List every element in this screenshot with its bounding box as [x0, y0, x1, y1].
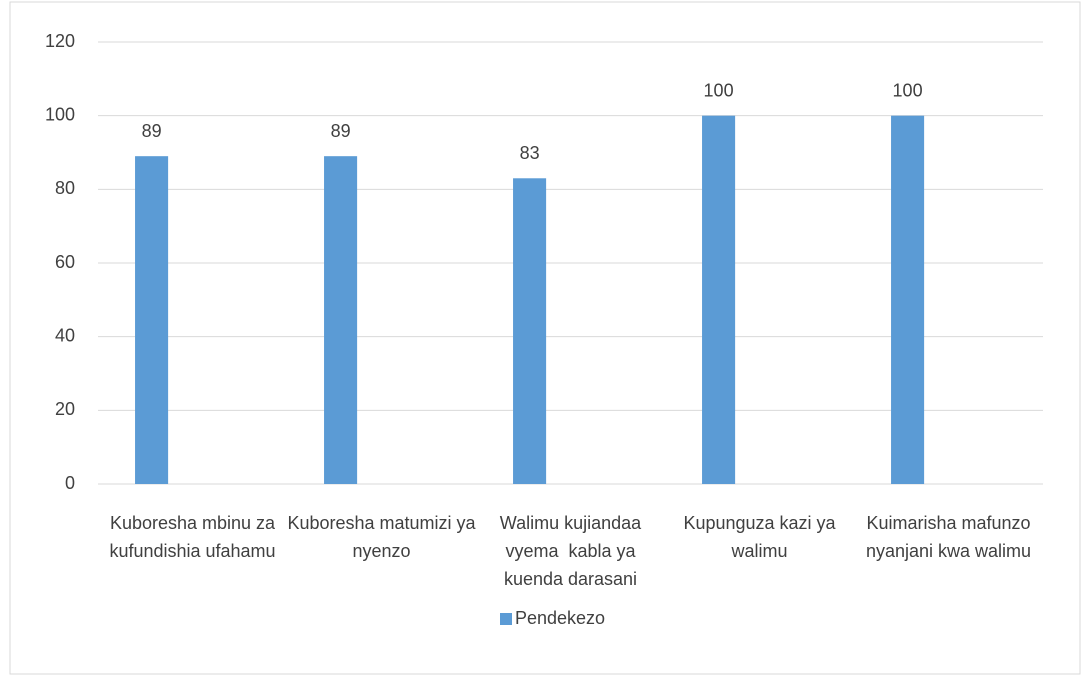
bar: [513, 178, 547, 485]
y-tick-label: 40: [55, 325, 75, 345]
y-tick-label: 60: [55, 252, 75, 272]
bar: [135, 156, 169, 484]
x-tick-label: Kuimarisha mafunzo nyanjani kwa walimu: [865, 513, 1036, 561]
bar: [891, 115, 925, 485]
y-tick-label: 100: [45, 104, 75, 124]
x-tick-label: Kuboresha matumizi ya nyenzo: [287, 513, 481, 561]
chart-border: [9, 1, 1081, 675]
bar: [702, 115, 736, 485]
legend-label: Pendekezo: [515, 608, 605, 628]
y-tick-label: 0: [65, 473, 75, 493]
data-label: 89: [142, 121, 162, 141]
x-tick-label: Kuboresha mbinu za kufundishia ufahamu: [109, 513, 281, 561]
data-label: 83: [520, 143, 540, 163]
y-tick-label: 120: [45, 31, 75, 51]
x-tick-label: Kupunguza kazi ya walimu: [683, 513, 841, 561]
y-tick-label: 20: [55, 399, 75, 419]
data-label: 100: [704, 80, 734, 100]
x-tick-label: Walimu kujiandaa vyema kabla ya kuenda d…: [499, 513, 647, 589]
data-label: 89: [331, 121, 351, 141]
data-label: 100: [893, 80, 923, 100]
y-tick-label: 80: [55, 178, 75, 198]
bar: [324, 156, 358, 484]
legend-swatch: [500, 613, 512, 625]
